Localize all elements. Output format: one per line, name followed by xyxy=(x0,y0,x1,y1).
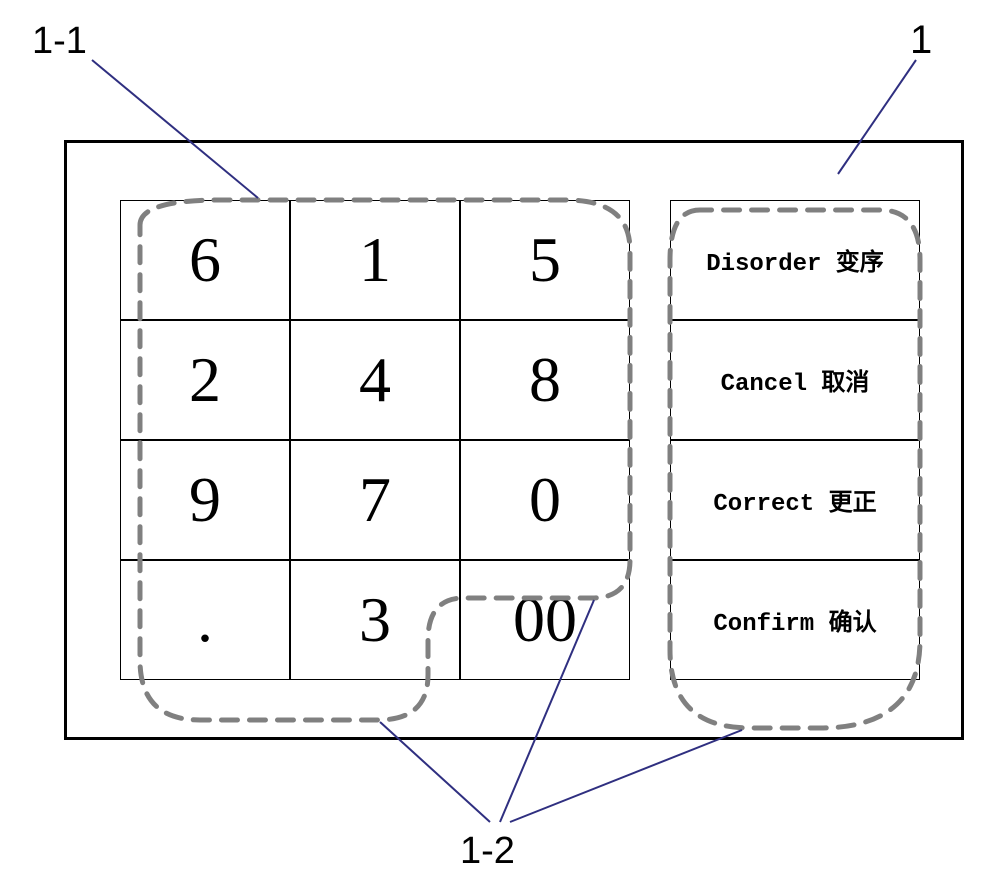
figure-canvas: 1-1 1 1-2 615248970.300 Disorder 变序Cance… xyxy=(0,0,1000,882)
dashed-region-funcpad xyxy=(670,210,920,728)
leader-line-1-2a xyxy=(380,722,490,822)
leader-line-1 xyxy=(838,60,916,174)
overlay-svg xyxy=(0,0,1000,882)
leader-line-1-2c xyxy=(510,730,742,822)
leader-line-1-2b xyxy=(500,600,594,822)
leader-line-1-1 xyxy=(92,60,258,198)
dashed-region-numpad xyxy=(140,200,630,720)
